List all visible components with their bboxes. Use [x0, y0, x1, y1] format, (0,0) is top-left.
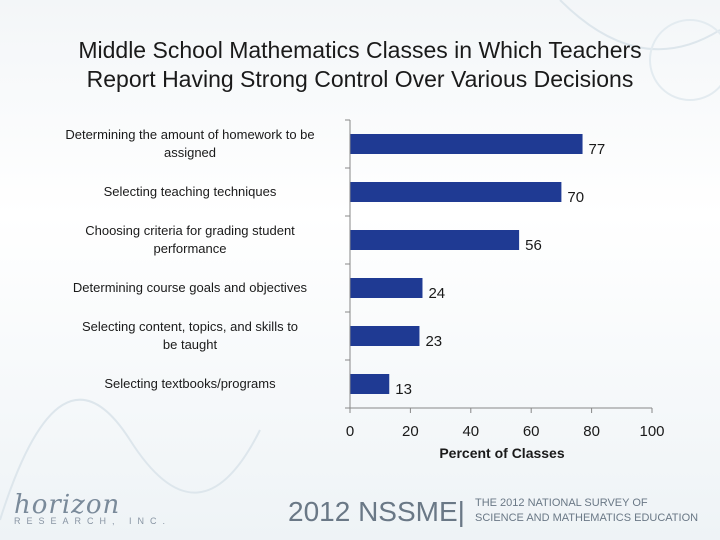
- horizon-logo: horizon RESEARCH, INC.: [14, 490, 171, 526]
- logo-script: horizon: [14, 490, 121, 520]
- logo-subtitle: RESEARCH, INC.: [14, 516, 172, 526]
- survey-name: THE 2012 NATIONAL SURVEY OF SCIENCE AND …: [475, 496, 698, 526]
- chart-title: Middle School Mathematics Classes in Whi…: [0, 36, 720, 94]
- bar-value-label-2: 56: [525, 237, 542, 254]
- bar-4: [350, 326, 420, 346]
- bar-value-label-1: 70: [567, 189, 584, 206]
- category-label-2: Choosing criteria for grading student per…: [85, 223, 295, 256]
- category-label-3: Determining course goals and objectives: [73, 280, 308, 295]
- event-label: 2012 NSSME|: [288, 496, 465, 527]
- bar-5: [350, 374, 390, 394]
- bar-value-label-0: 77: [589, 141, 606, 158]
- title-line-1: Middle School Mathematics Classes in Whi…: [78, 37, 642, 63]
- x-tick-label-1: 20: [402, 423, 419, 440]
- survey-line-1: THE 2012 NATIONAL SURVEY OF: [475, 497, 648, 509]
- bar-0: [350, 134, 583, 154]
- category-label-4: Selecting content, topics, and skills to…: [82, 319, 298, 352]
- category-label-5: Selecting textbooks/programs: [104, 376, 276, 391]
- bar-value-label-3: 24: [428, 285, 445, 302]
- category-label-0: Determining the amount of homework to be…: [65, 127, 314, 160]
- bar-value-label-4: 23: [425, 333, 442, 350]
- x-tick-label-0: 0: [346, 423, 354, 440]
- x-tick-label-5: 100: [639, 423, 664, 440]
- bar-1: [350, 182, 562, 202]
- x-axis-label: Percent of Classes: [439, 445, 564, 461]
- x-tick-label-4: 80: [583, 423, 600, 440]
- x-tick-label-3: 60: [523, 423, 540, 440]
- bar-2: [350, 230, 520, 250]
- bar-value-label-5: 13: [395, 381, 412, 398]
- x-tick-label-2: 40: [462, 423, 479, 440]
- category-label-1: Selecting teaching techniques: [104, 184, 277, 199]
- survey-line-2: SCIENCE AND MATHEMATICS EDUCATION: [475, 512, 699, 524]
- title-line-2: Report Having Strong Control Over Variou…: [86, 66, 634, 92]
- bar-3: [350, 278, 423, 298]
